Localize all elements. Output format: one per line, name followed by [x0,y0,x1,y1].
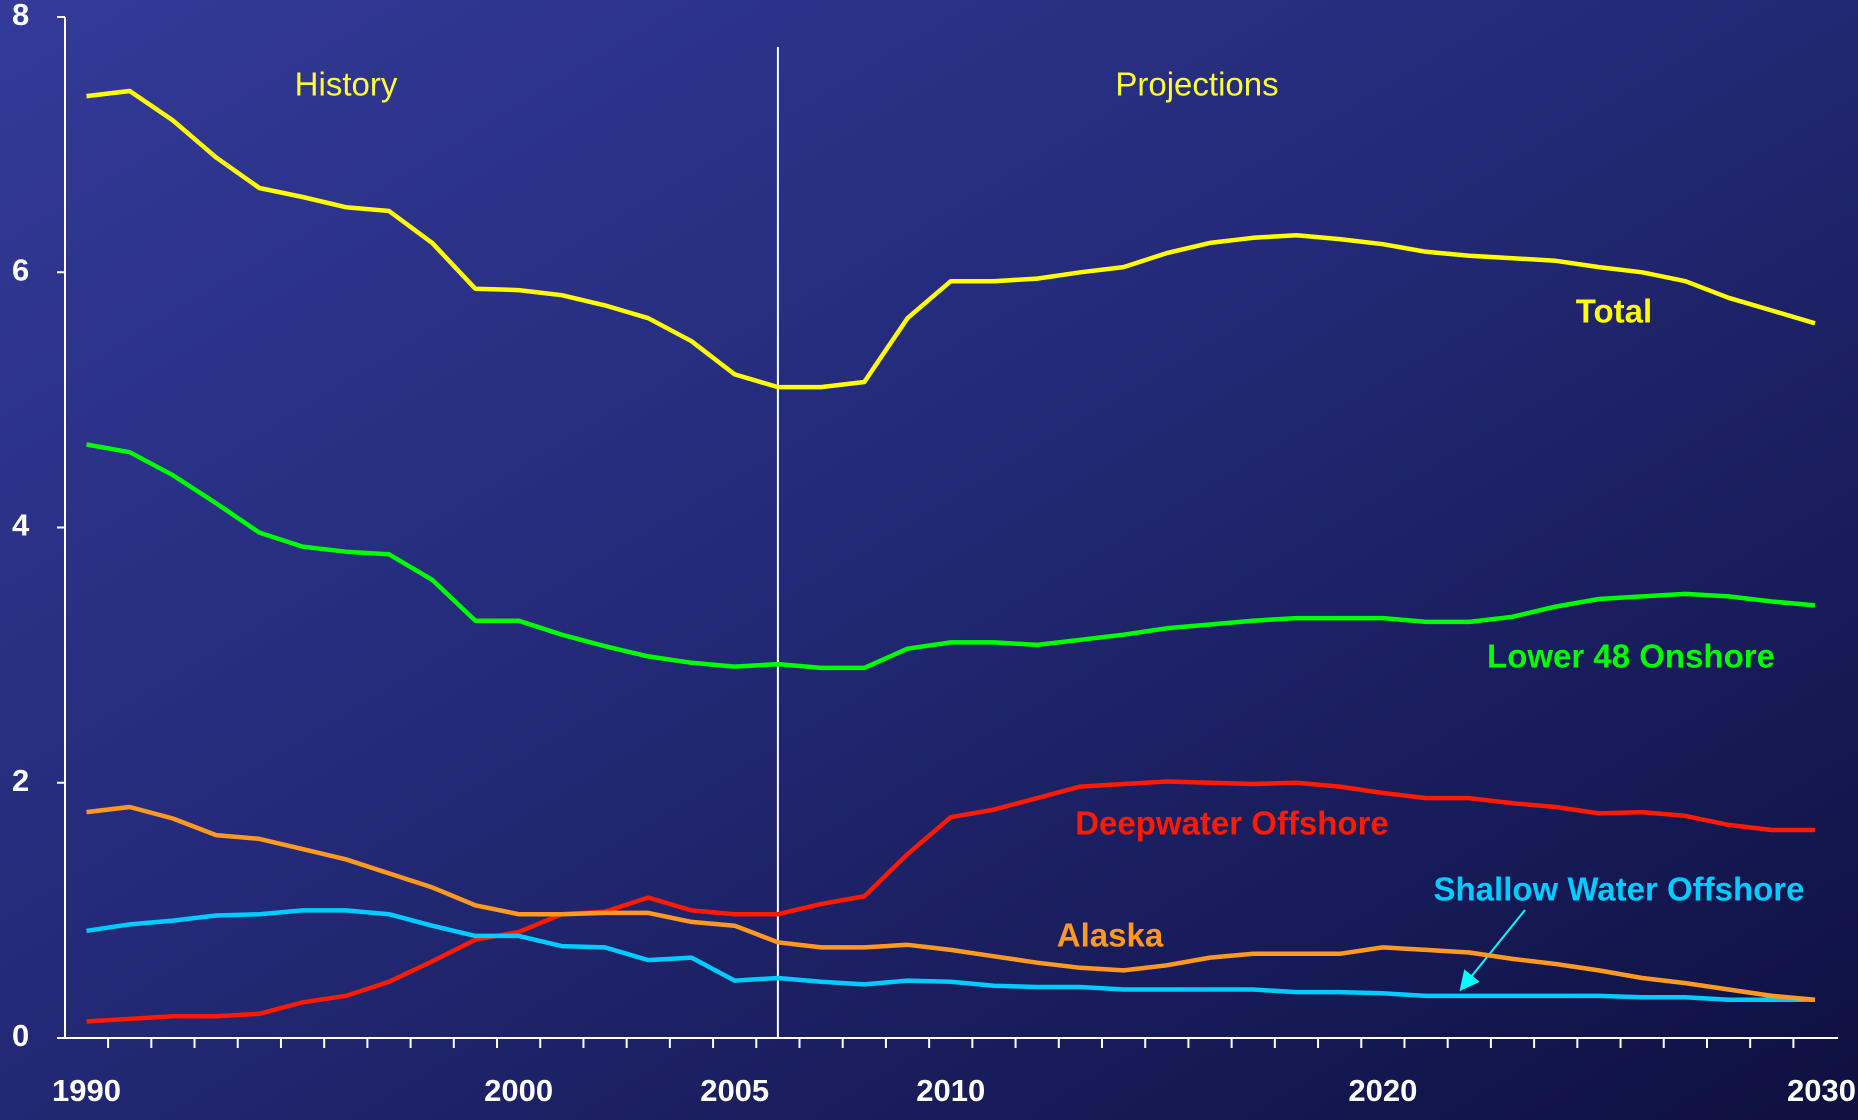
x-tick-label: 2030 [1787,1073,1856,1108]
annotation: Projections [1115,66,1278,103]
y-tick-label: 8 [12,0,29,32]
x-tick-label: 2005 [700,1073,769,1108]
x-tick-label: 2020 [1348,1073,1417,1108]
series-label: Alaska [1057,917,1164,954]
y-tick-label: 0 [12,1018,29,1053]
series-label: Lower 48 Onshore [1487,638,1775,675]
y-tick-label: 6 [12,252,29,287]
annotation: History [295,66,398,103]
x-tick-label: 1990 [52,1073,121,1108]
series-label: Total [1576,293,1652,330]
series-line [86,908,1815,1002]
series-line [86,779,1815,1024]
series-label: Deepwater Offshore [1075,805,1389,842]
x-tick-label: 2000 [484,1073,553,1108]
series-label: Shallow Water Offshore [1434,871,1805,908]
series-line [86,804,1816,1002]
y-tick-label: 2 [12,763,29,798]
series-line [86,442,1816,671]
series-line [86,88,1816,390]
y-tick-label: 4 [12,508,30,543]
x-tick-label: 2010 [916,1073,985,1108]
pointer-arrow [1459,909,1526,992]
